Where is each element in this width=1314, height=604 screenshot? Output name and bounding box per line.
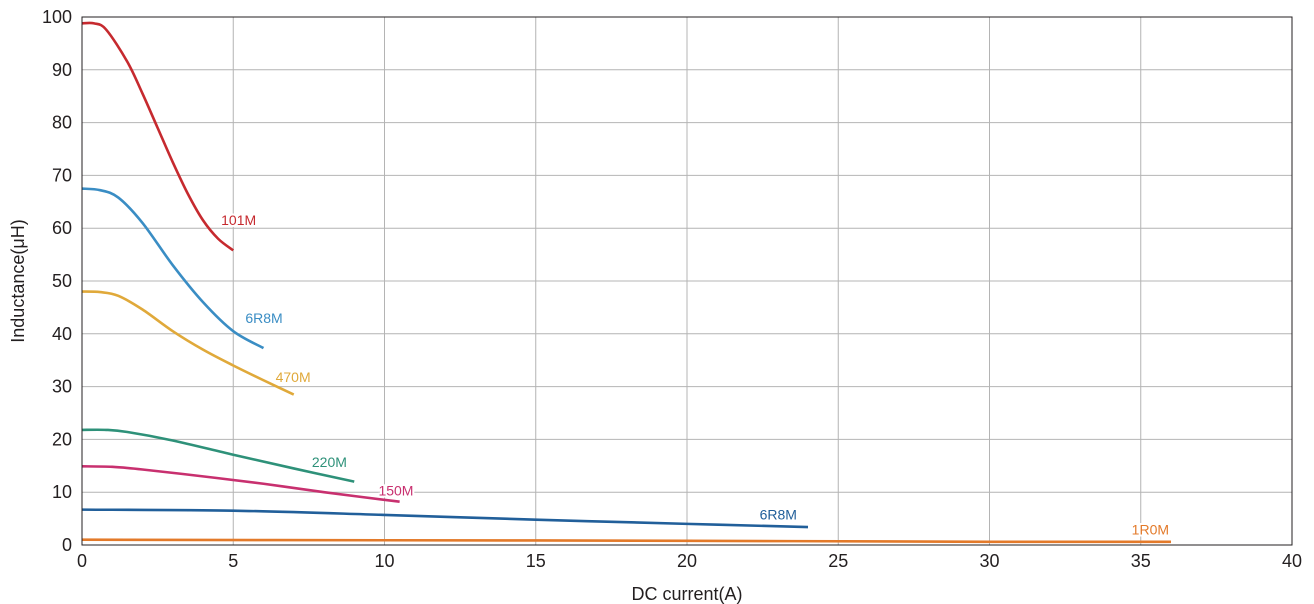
y-tick-label-2: 20 — [52, 429, 72, 449]
y-tick-label-0: 0 — [62, 535, 72, 555]
series-label-150m-4: 150M — [378, 483, 413, 499]
series-label-6r8m-5: 6R8M — [760, 506, 797, 522]
y-tick-label-8: 80 — [52, 113, 72, 133]
series-label-220m-3: 220M — [312, 454, 347, 470]
y-tick-label-9: 90 — [52, 60, 72, 80]
x-tick-label-6: 30 — [979, 551, 999, 571]
x-tick-label-4: 20 — [677, 551, 697, 571]
y-tick-label-6: 60 — [52, 218, 72, 238]
y-axis-label: Inductance(μH) — [8, 219, 28, 342]
x-tick-label-8: 40 — [1282, 551, 1302, 571]
y-tick-label-5: 50 — [52, 271, 72, 291]
series-line-220m-3 — [81, 428, 355, 483]
x-axis-label: DC current(A) — [631, 584, 742, 604]
series-label-470m-2: 470M — [276, 369, 311, 385]
y-tick-label-3: 30 — [52, 377, 72, 397]
plot-frame — [81, 16, 1293, 546]
series-line-101m-0 — [81, 21, 235, 252]
x-tick-label-2: 10 — [374, 551, 394, 571]
series-line-470m-2 — [81, 290, 295, 396]
y-tick-label-4: 40 — [52, 324, 72, 344]
series-line-1r0m-6 — [81, 538, 1172, 544]
series-line-150m-4 — [81, 465, 400, 503]
y-tick-label-1: 10 — [52, 482, 72, 502]
series-label-6r8m-1: 6R8M — [245, 310, 282, 326]
x-axis-ticks: 0 5 10 15 20 25 30 35 40 — [77, 551, 1302, 571]
x-tick-label-0: 0 — [77, 551, 87, 571]
grid — [81, 16, 1293, 546]
y-tick-label-10: 100 — [42, 7, 72, 27]
series-group — [81, 21, 1172, 544]
series-labels: 101M 6R8M 470M 220M 150M 6R8M 1R0M — [219, 210, 1171, 540]
series-line-6r8m-1 — [81, 187, 265, 350]
x-tick-label-5: 25 — [828, 551, 848, 571]
series-label-1r0m-6: 1R0M — [1132, 522, 1169, 538]
x-tick-label-1: 5 — [228, 551, 238, 571]
y-axis-ticks: 0 10 20 30 40 50 60 70 80 90 100 — [42, 7, 72, 555]
series-label-101m-0: 101M — [221, 212, 256, 228]
y-tick-label-7: 70 — [52, 165, 72, 185]
x-tick-label-3: 15 — [526, 551, 546, 571]
series-line-6r8m-5 — [81, 508, 809, 529]
x-tick-label-7: 35 — [1131, 551, 1151, 571]
